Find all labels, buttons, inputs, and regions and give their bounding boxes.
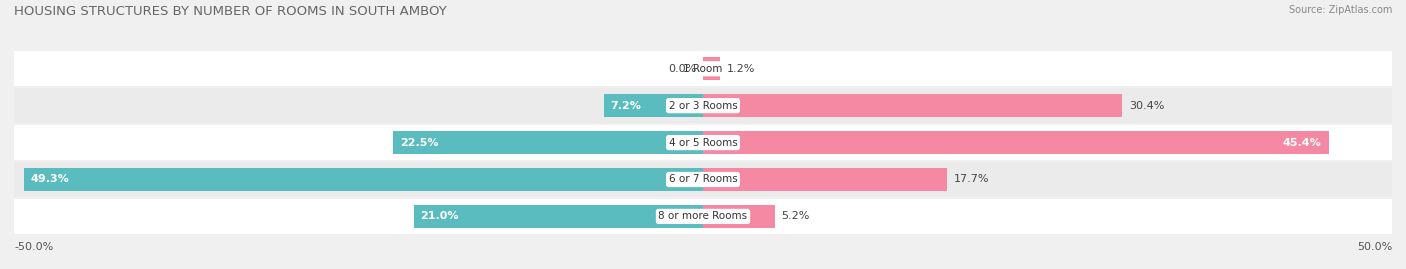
Text: 7.2%: 7.2%	[610, 101, 641, 111]
Bar	[24, 168, 703, 191]
Bar	[603, 94, 703, 117]
Text: 8 or more Rooms: 8 or more Rooms	[658, 211, 748, 221]
Text: 30.4%: 30.4%	[1129, 101, 1164, 111]
Text: HOUSING STRUCTURES BY NUMBER OF ROOMS IN SOUTH AMBOY: HOUSING STRUCTURES BY NUMBER OF ROOMS IN…	[14, 5, 447, 18]
Text: 5.2%: 5.2%	[782, 211, 810, 221]
Bar	[14, 199, 1392, 234]
Bar	[14, 51, 1392, 86]
Bar	[14, 88, 1392, 123]
Text: Source: ZipAtlas.com: Source: ZipAtlas.com	[1288, 5, 1392, 15]
Text: 4 or 5 Rooms: 4 or 5 Rooms	[669, 137, 737, 148]
Bar	[14, 162, 1392, 197]
Text: -50.0%: -50.0%	[14, 242, 53, 252]
Text: 0.0%: 0.0%	[668, 64, 696, 74]
Text: 45.4%: 45.4%	[1282, 137, 1322, 148]
Text: 6 or 7 Rooms: 6 or 7 Rooms	[669, 175, 737, 185]
Bar	[392, 131, 703, 154]
Text: 22.5%: 22.5%	[399, 137, 439, 148]
Bar	[703, 94, 1122, 117]
Bar	[703, 168, 946, 191]
Text: 50.0%: 50.0%	[1357, 242, 1392, 252]
Bar	[703, 205, 775, 228]
Text: 1.2%: 1.2%	[727, 64, 755, 74]
Text: 2 or 3 Rooms: 2 or 3 Rooms	[669, 101, 737, 111]
Text: 49.3%: 49.3%	[31, 175, 69, 185]
Text: 1 Room: 1 Room	[683, 64, 723, 74]
Text: 17.7%: 17.7%	[953, 175, 990, 185]
Bar	[14, 125, 1392, 160]
Bar	[413, 205, 703, 228]
Bar	[703, 57, 720, 80]
Bar	[703, 131, 1329, 154]
Text: 21.0%: 21.0%	[420, 211, 458, 221]
